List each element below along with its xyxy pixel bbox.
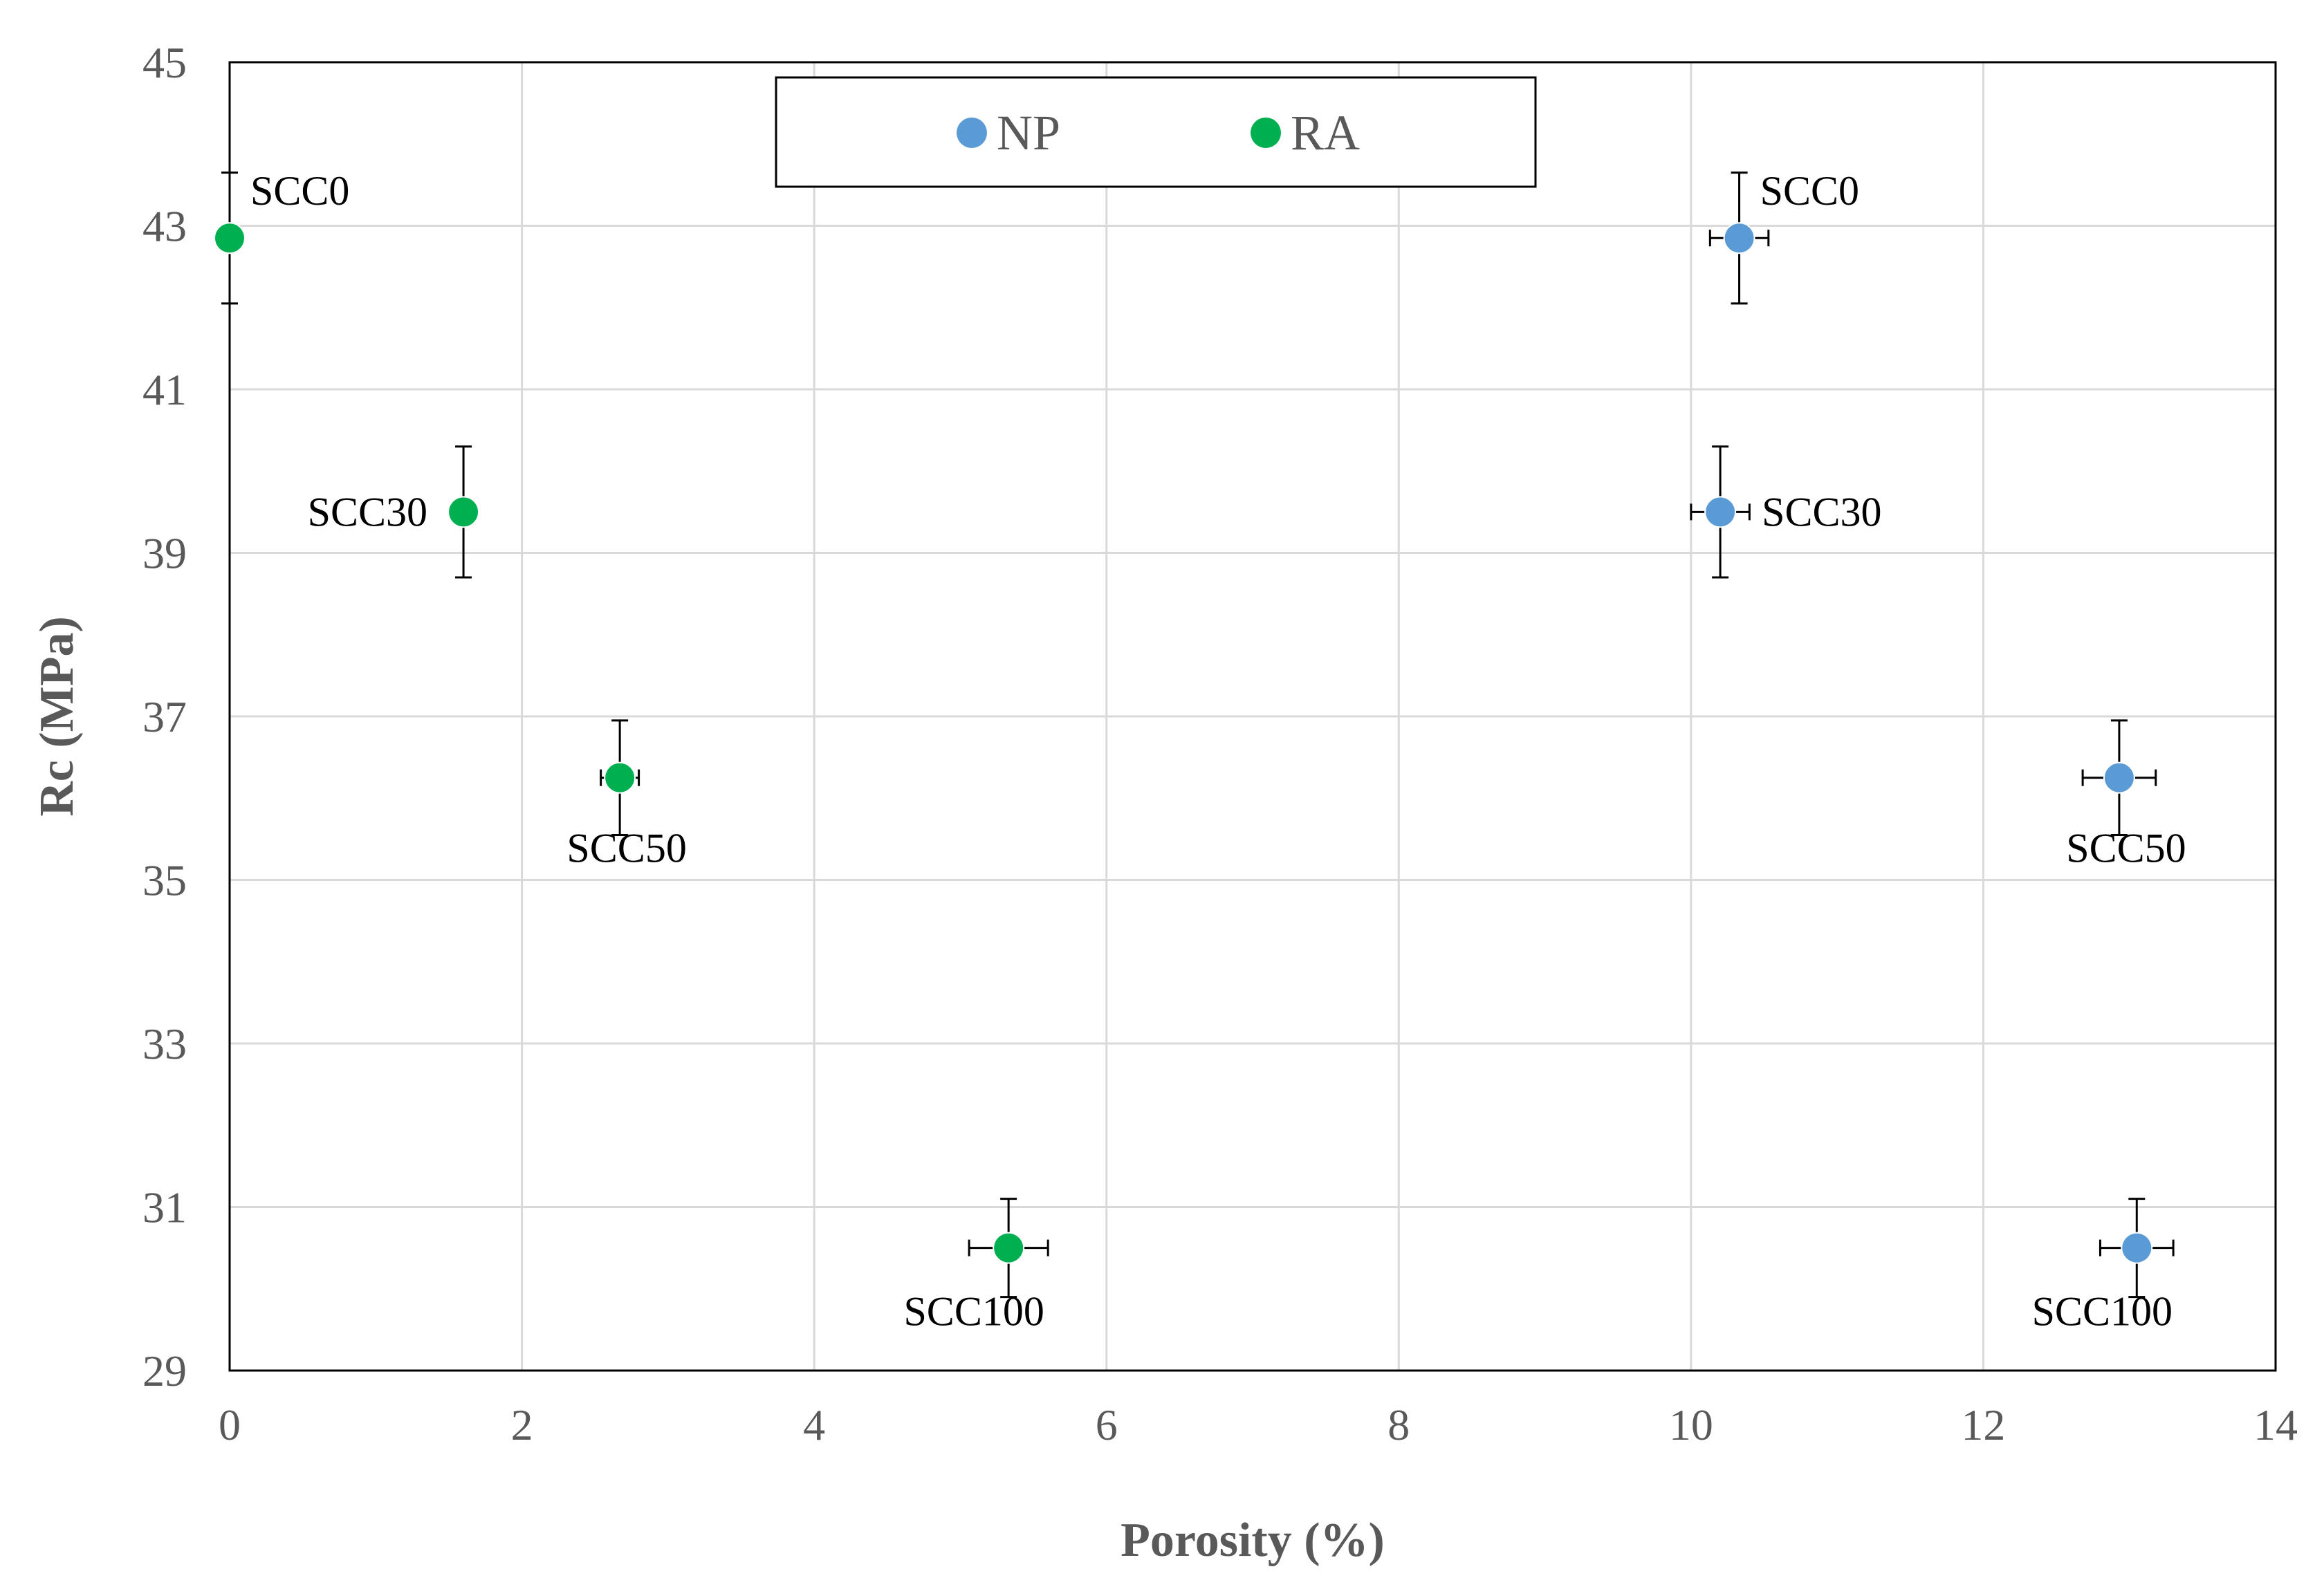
point-label: SCC0 bbox=[250, 168, 349, 214]
point-label: SCC100 bbox=[2032, 1289, 2173, 1335]
data-point-np-scc30 bbox=[1704, 496, 1737, 528]
y-tick-label: 45 bbox=[142, 38, 187, 87]
data-point-np-scc0 bbox=[1723, 222, 1755, 254]
data-point-ra-scc30 bbox=[448, 496, 480, 528]
point-label: SCC50 bbox=[566, 826, 686, 871]
legend-box bbox=[775, 76, 1537, 188]
y-tick-label: 35 bbox=[142, 856, 187, 905]
data-points bbox=[214, 222, 2153, 1264]
error-bars bbox=[221, 171, 2175, 1299]
point-label: SCC0 bbox=[1760, 168, 1859, 214]
x-tick-label: 10 bbox=[1669, 1400, 1713, 1449]
x-axis-title: Porosity (%) bbox=[1120, 1514, 1385, 1567]
y-tick-label: 29 bbox=[142, 1346, 187, 1395]
y-tick-label: 43 bbox=[142, 202, 187, 251]
legend-label-np: NP bbox=[997, 105, 1060, 160]
x-tick-label: 2 bbox=[511, 1400, 533, 1449]
legend-marker-ra bbox=[1251, 118, 1281, 148]
data-point-ra-scc50 bbox=[604, 761, 636, 794]
data-point-ra-scc0 bbox=[214, 222, 246, 254]
data-point-ra-scc100 bbox=[993, 1232, 1025, 1264]
gridlines bbox=[228, 61, 2277, 1372]
y-tick-label: 37 bbox=[142, 692, 187, 741]
y-tick-label: 31 bbox=[142, 1183, 187, 1232]
point-label: SCC50 bbox=[2066, 826, 2186, 871]
y-tick-label: 41 bbox=[142, 365, 187, 414]
legend: NP RA bbox=[775, 76, 1537, 188]
point-labels: SCC0 SCC30 SCC50 SCC100 SCC0 SCC30 SCC50 SCC100 bbox=[250, 168, 2186, 1334]
legend-label-ra: RA bbox=[1291, 105, 1360, 160]
axis-ticks: 0 2 4 6 8 10 12 14 29 31 33 35 37 39 41 43 45 bbox=[142, 38, 2298, 1449]
legend-marker-np bbox=[957, 118, 987, 148]
x-tick-label: 8 bbox=[1387, 1400, 1410, 1449]
point-label: SCC30 bbox=[308, 489, 427, 535]
x-tick-label: 12 bbox=[1961, 1400, 2005, 1449]
x-tick-label: 6 bbox=[1096, 1400, 1118, 1449]
x-tick-label: 0 bbox=[219, 1400, 241, 1449]
point-label: SCC100 bbox=[903, 1289, 1044, 1335]
x-tick-label: 4 bbox=[803, 1400, 825, 1449]
data-point-np-scc50 bbox=[2103, 761, 2135, 794]
data-point-np-scc100 bbox=[2121, 1232, 2153, 1264]
y-axis-title: Rc (MPa) bbox=[30, 616, 84, 817]
point-label: SCC30 bbox=[1762, 489, 1881, 535]
plot-area-frame bbox=[228, 61, 2277, 1372]
y-tick-label: 33 bbox=[142, 1019, 187, 1068]
y-tick-label: 39 bbox=[142, 529, 187, 578]
x-tick-label: 14 bbox=[2253, 1400, 2298, 1449]
